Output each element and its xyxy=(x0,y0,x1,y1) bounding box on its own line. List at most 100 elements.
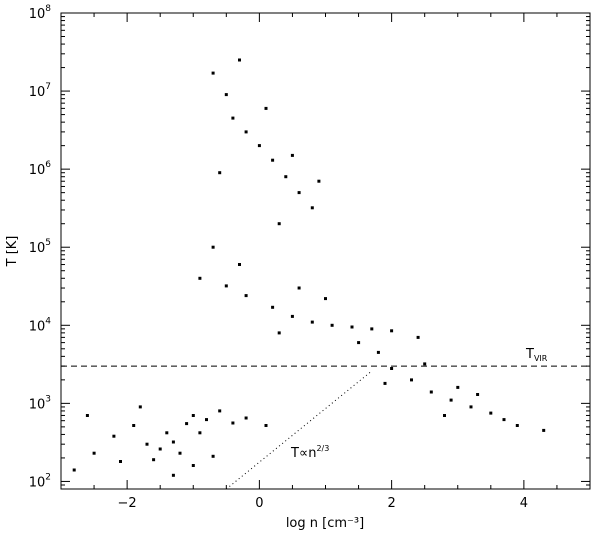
data-point xyxy=(310,320,314,324)
data-point xyxy=(152,458,156,462)
data-point xyxy=(264,424,268,427)
y-tick-label: 102 xyxy=(29,472,51,490)
power-law-label: T∝n2/3 xyxy=(290,444,329,461)
data-point xyxy=(185,422,189,426)
data-point xyxy=(290,153,294,157)
y-tick-label-base: 10 xyxy=(29,7,46,22)
data-point xyxy=(449,398,453,402)
data-point xyxy=(238,263,241,266)
data-point xyxy=(171,440,175,444)
data-point xyxy=(178,451,182,455)
data-point xyxy=(244,130,248,134)
data-point xyxy=(218,409,222,413)
data-point xyxy=(429,390,433,394)
data-point xyxy=(191,464,195,467)
data-point xyxy=(277,331,281,335)
data-point xyxy=(244,294,248,298)
data-point xyxy=(383,381,387,385)
data-point xyxy=(469,405,473,409)
data-point xyxy=(158,447,162,451)
data-point xyxy=(423,362,427,366)
data-point xyxy=(357,341,361,345)
data-point xyxy=(370,327,374,331)
tvir-label-subscript: VIR xyxy=(534,354,548,363)
x-tick-label: 4 xyxy=(520,496,528,511)
x-axis-ticks: −2 0 2 4 xyxy=(60,13,591,511)
y-tick-label-base: 10 xyxy=(29,163,46,178)
x-tick-label: 2 xyxy=(387,496,395,511)
data-point xyxy=(271,158,275,162)
data-point xyxy=(476,393,480,396)
y-tick-label-base: 10 xyxy=(29,475,46,490)
data-point xyxy=(171,473,175,477)
data-point xyxy=(290,314,294,318)
y-tick-label: 107 xyxy=(29,82,51,100)
data-point xyxy=(132,424,136,427)
y-tick-label-exponent: 6 xyxy=(45,160,51,170)
y-tick-label-exponent: 2 xyxy=(45,472,51,482)
data-point xyxy=(224,93,228,97)
data-point xyxy=(92,451,96,455)
y-tick-label-exponent: 7 xyxy=(45,82,51,92)
data-point xyxy=(277,222,281,226)
y-tick-label-exponent: 4 xyxy=(45,316,51,326)
data-point xyxy=(410,378,413,382)
y-tick-label-base: 10 xyxy=(29,85,46,100)
y-tick-label-exponent: 5 xyxy=(45,238,51,248)
data-point xyxy=(198,431,202,435)
data-point xyxy=(390,329,394,333)
data-point xyxy=(231,116,235,120)
data-point xyxy=(297,191,301,195)
power-law-label-superscript: 2/3 xyxy=(316,444,329,453)
data-point xyxy=(191,414,195,417)
y-tick-label-exponent: 3 xyxy=(45,394,51,404)
data-point xyxy=(238,58,241,62)
data-point xyxy=(390,367,394,370)
y-tick-label: 108 xyxy=(29,4,52,22)
y-tick-label-base: 10 xyxy=(29,319,46,334)
data-point xyxy=(350,325,354,329)
data-point xyxy=(145,442,149,446)
y-axis-label: T [K] xyxy=(5,236,20,268)
data-point xyxy=(271,305,275,309)
y-tick-label: 105 xyxy=(29,238,51,256)
plot-frame xyxy=(60,12,591,490)
data-point xyxy=(376,350,380,354)
data-point xyxy=(231,421,235,425)
data-point xyxy=(85,414,89,417)
y-tick-label-base: 10 xyxy=(29,397,46,412)
x-tick-label: −2 xyxy=(118,496,137,511)
data-point xyxy=(443,414,446,417)
y-tick-label: 104 xyxy=(29,316,52,334)
data-point xyxy=(224,284,228,288)
data-point xyxy=(502,418,506,422)
y-tick-label: 106 xyxy=(29,160,52,178)
data-point xyxy=(211,245,215,249)
data-point xyxy=(542,428,546,432)
data-point xyxy=(330,323,334,327)
data-point xyxy=(72,468,76,472)
data-point xyxy=(317,179,321,183)
data-point xyxy=(205,418,208,422)
data-point xyxy=(264,106,268,110)
x-axis-label: log n [cm⁻³] xyxy=(286,516,364,531)
data-point xyxy=(324,297,327,301)
data-point xyxy=(119,460,122,463)
data-point xyxy=(416,335,420,339)
y-tick-label-exponent: 8 xyxy=(45,4,51,14)
data-point xyxy=(284,175,288,179)
data-point xyxy=(310,206,314,210)
data-point xyxy=(257,144,261,148)
data-point xyxy=(515,424,519,427)
y-tick-label: 103 xyxy=(29,394,51,412)
data-point xyxy=(112,434,116,438)
y-tick-label-base: 10 xyxy=(29,241,46,256)
x-tick-label: 0 xyxy=(255,496,263,511)
data-point xyxy=(244,416,248,420)
data-point xyxy=(456,385,460,389)
data-point xyxy=(218,171,222,175)
data-point xyxy=(165,431,169,435)
reference-lines: TVIR T∝n2/3 xyxy=(61,347,590,490)
data-point xyxy=(211,71,215,75)
